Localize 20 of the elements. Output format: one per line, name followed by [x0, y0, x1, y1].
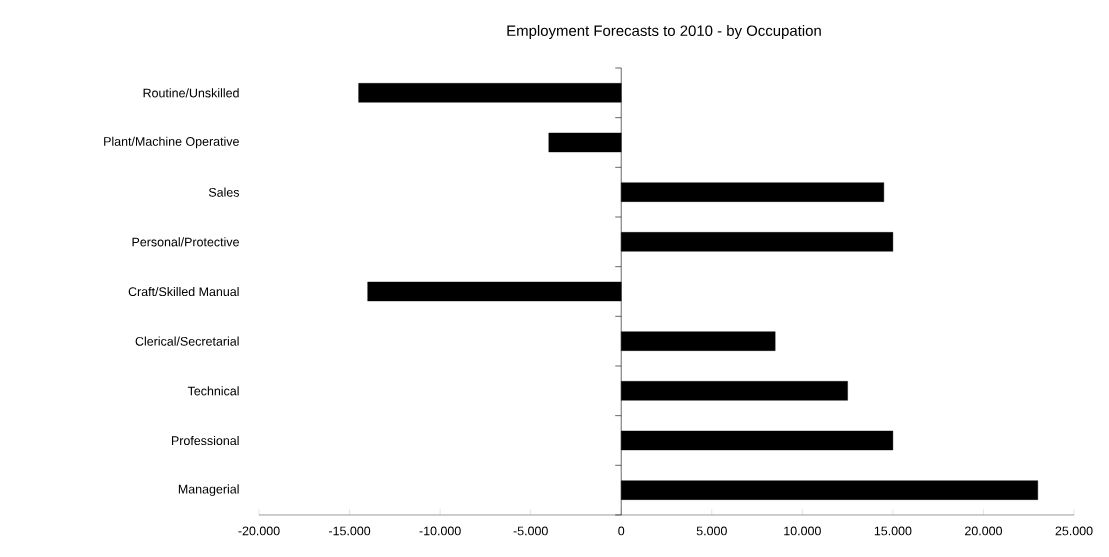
x-tick-label: 25.000	[1055, 526, 1093, 536]
y-tick-label: Sales	[208, 187, 240, 197]
x-tick-label: -20.000	[238, 526, 280, 536]
y-tick-label: Clerical/Secretarial	[135, 336, 239, 346]
y-tick-label: Personal/Protective	[132, 237, 239, 247]
y-tick-label: Technical	[187, 386, 239, 396]
x-tick-label: -15.000	[329, 526, 371, 536]
x-tick-label: 5.000	[696, 526, 727, 536]
x-tick-label: 10.000	[784, 526, 821, 536]
chart-title: Employment Forecasts to 2010 - by Occupation	[507, 25, 821, 39]
x-tick-label: -10.000	[419, 526, 461, 536]
y-tick-label: Craft/Skilled Manual	[128, 286, 239, 297]
y-tick-label: Managerial	[178, 484, 239, 496]
x-tick-label: 15.000	[874, 526, 912, 536]
y-tick-label: Professional	[171, 435, 239, 446]
y-tick-label: Routine/Unskilled	[143, 88, 239, 98]
x-tick-label: 20.000	[965, 526, 1003, 536]
x-tick-label: 0	[618, 526, 625, 536]
y-tick-label: Plant/Machine Operative	[104, 136, 239, 149]
x-tick-label: -5.000	[513, 526, 548, 536]
